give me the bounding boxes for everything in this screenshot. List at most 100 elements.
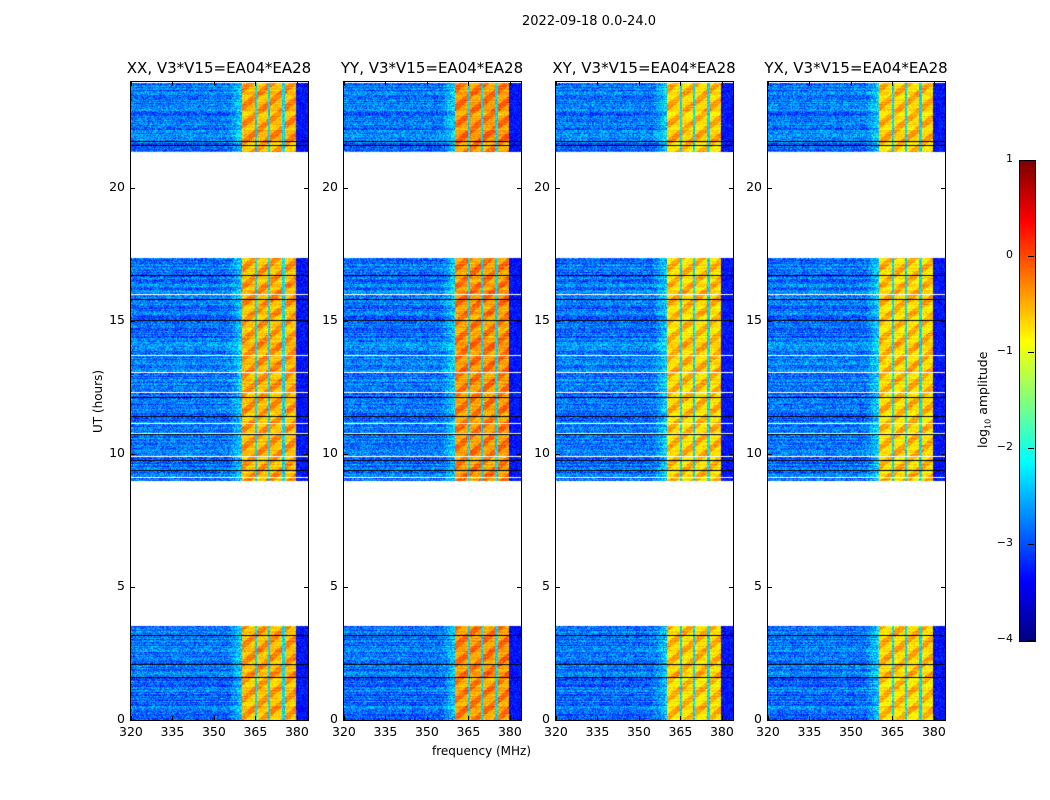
x-tick-label: 365	[456, 724, 481, 739]
y-tick-mark	[131, 587, 135, 589]
x-tick-label: 365	[668, 724, 693, 739]
heatmap-canvas	[131, 82, 308, 720]
y-tick-label: 15	[746, 312, 762, 328]
y-tick-mark	[556, 454, 560, 456]
y-tick-mark	[304, 720, 308, 721]
y-tick-mark	[556, 188, 560, 190]
colorbar-tick-mark	[1028, 160, 1034, 161]
x-tick-mark	[509, 82, 511, 86]
x-tick-mark	[344, 716, 345, 720]
y-tick-mark	[304, 454, 308, 456]
heatmap-panel	[130, 81, 309, 721]
x-tick-label: 335	[797, 724, 822, 739]
y-tick-mark	[729, 720, 733, 721]
y-tick-mark	[517, 454, 521, 456]
x-tick-mark	[468, 716, 470, 720]
y-tick-label: 0	[117, 711, 125, 726]
colorbar	[1019, 160, 1036, 642]
y-tick-mark	[131, 188, 135, 190]
x-tick-mark	[556, 716, 557, 720]
x-tick-mark	[892, 82, 894, 86]
x-tick-label: 380	[497, 724, 522, 739]
x-tick-mark	[850, 82, 852, 86]
y-tick-mark	[556, 321, 560, 323]
colorbar-tick-label: 1	[1006, 152, 1013, 165]
y-tick-mark	[768, 720, 772, 721]
heatmap-canvas	[768, 82, 945, 720]
y-tick-mark	[304, 188, 308, 190]
x-tick-label: 380	[284, 724, 309, 739]
y-tick-label: 10	[322, 445, 338, 461]
colorbar-label: log10 amplitude	[975, 351, 993, 448]
y-tick-label: 15	[534, 312, 550, 328]
heatmap-panel	[343, 81, 522, 721]
y-tick-label: 0	[542, 711, 550, 726]
y-tick-mark	[517, 321, 521, 323]
x-tick-mark	[597, 82, 599, 86]
heatmap-canvas	[344, 82, 521, 720]
y-axis-label: UT (hours)	[91, 369, 105, 433]
x-tick-label: 335	[160, 724, 185, 739]
x-tick-mark	[892, 716, 894, 720]
x-tick-label: 320	[544, 724, 568, 739]
colorbar-tick-label: −4	[996, 632, 1013, 645]
y-tick-mark	[517, 587, 521, 589]
colorbar-tick-mark	[1028, 640, 1034, 641]
colorbar-tick-label: −2	[996, 440, 1013, 453]
y-tick-label: 10	[109, 445, 125, 461]
x-tick-mark	[426, 82, 428, 86]
y-tick-mark	[729, 587, 733, 589]
x-tick-mark	[296, 82, 298, 86]
y-tick-mark	[768, 321, 772, 323]
y-tick-label: 20	[534, 179, 550, 195]
y-tick-mark	[556, 720, 560, 721]
x-tick-label: 320	[756, 724, 780, 739]
x-tick-label: 350	[838, 724, 863, 739]
y-tick-label: 0	[330, 711, 338, 726]
x-tick-label: 380	[709, 724, 734, 739]
x-tick-mark	[638, 82, 640, 86]
x-tick-label: 350	[414, 724, 439, 739]
y-tick-label: 5	[330, 578, 338, 594]
heatmap-panel	[767, 81, 946, 721]
x-tick-mark	[255, 716, 257, 720]
x-tick-mark	[933, 716, 935, 720]
y-tick-mark	[304, 587, 308, 589]
x-tick-mark	[638, 716, 640, 720]
x-tick-label: 350	[626, 724, 651, 739]
y-tick-mark	[344, 321, 348, 323]
y-tick-label: 5	[542, 578, 550, 594]
x-tick-mark	[255, 82, 257, 86]
x-tick-mark	[768, 82, 769, 86]
y-tick-mark	[131, 321, 135, 323]
y-tick-mark	[729, 188, 733, 190]
x-tick-mark	[556, 82, 557, 86]
y-tick-mark	[729, 321, 733, 323]
y-tick-label: 20	[322, 179, 338, 195]
x-tick-mark	[213, 82, 215, 86]
y-tick-mark	[344, 720, 348, 721]
x-tick-mark	[296, 716, 298, 720]
x-tick-mark	[131, 82, 132, 86]
x-tick-label: 335	[373, 724, 398, 739]
y-tick-mark	[131, 720, 135, 721]
x-tick-label: 320	[332, 724, 356, 739]
x-tick-mark	[213, 716, 215, 720]
y-tick-mark	[768, 587, 772, 589]
x-tick-mark	[680, 82, 682, 86]
y-tick-mark	[941, 720, 945, 721]
x-tick-mark	[721, 716, 723, 720]
x-tick-label: 380	[921, 724, 946, 739]
y-tick-label: 20	[746, 179, 762, 195]
x-tick-mark	[850, 716, 852, 720]
panel-title: XY, V3*V15=EA04*EA28	[552, 59, 736, 77]
x-tick-label: 365	[243, 724, 268, 739]
y-tick-mark	[304, 321, 308, 323]
x-tick-mark	[809, 716, 811, 720]
y-tick-mark	[729, 454, 733, 456]
colorbar-tick-label: −1	[996, 344, 1013, 357]
colorbar-tick-mark	[1028, 256, 1034, 257]
y-tick-mark	[344, 454, 348, 456]
x-axis-label: frequency (MHz)	[432, 744, 532, 758]
x-tick-mark	[509, 716, 511, 720]
